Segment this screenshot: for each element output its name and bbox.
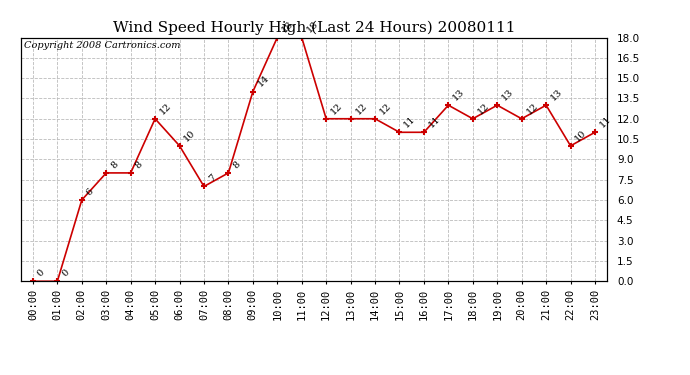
Text: 0: 0 <box>36 268 46 279</box>
Text: 12: 12 <box>378 101 393 116</box>
Text: 14: 14 <box>255 74 271 89</box>
Text: 11: 11 <box>402 114 417 129</box>
Text: Copyright 2008 Cartronics.com: Copyright 2008 Cartronics.com <box>23 41 180 50</box>
Text: 8: 8 <box>231 159 242 170</box>
Text: 10: 10 <box>573 128 589 143</box>
Text: 6: 6 <box>85 186 95 197</box>
Text: 11: 11 <box>598 114 613 129</box>
Text: 13: 13 <box>549 87 564 102</box>
Text: 12: 12 <box>475 101 491 116</box>
Text: 8: 8 <box>109 159 119 170</box>
Text: 12: 12 <box>524 101 540 116</box>
Text: 13: 13 <box>451 87 466 102</box>
Text: 7: 7 <box>207 173 217 184</box>
Title: Wind Speed Hourly High (Last 24 Hours) 20080111: Wind Speed Hourly High (Last 24 Hours) 2… <box>112 21 515 35</box>
Text: 0: 0 <box>60 268 71 279</box>
Text: 10: 10 <box>182 128 197 143</box>
Text: 18: 18 <box>280 20 295 35</box>
Text: 18: 18 <box>304 20 319 35</box>
Text: 12: 12 <box>353 101 368 116</box>
Text: 12: 12 <box>329 101 344 116</box>
Text: 12: 12 <box>158 101 173 116</box>
Text: 8: 8 <box>133 159 144 170</box>
Text: 13: 13 <box>500 87 515 102</box>
Text: 11: 11 <box>426 114 442 129</box>
